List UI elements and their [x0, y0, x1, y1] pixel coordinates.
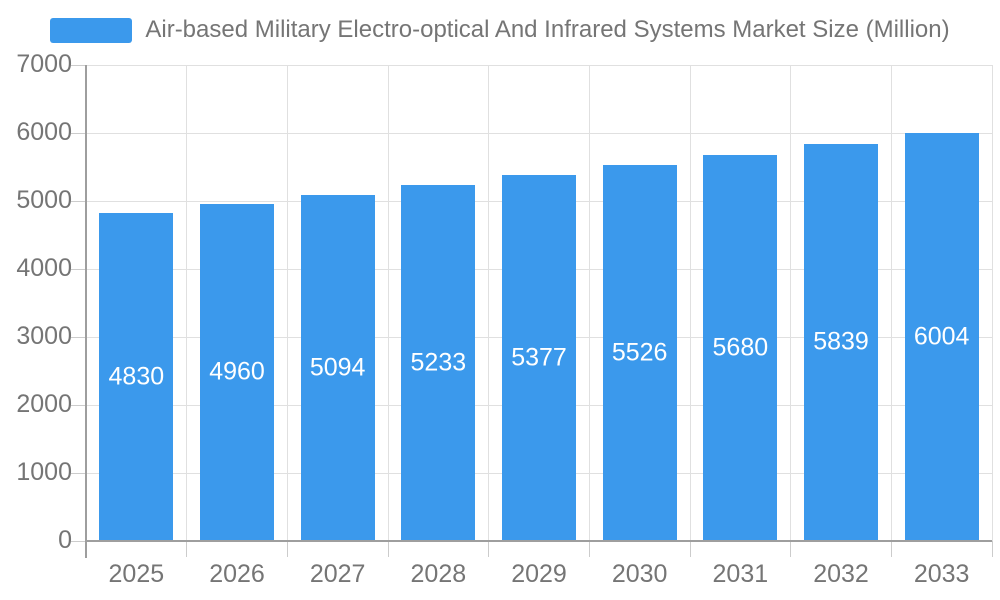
bar[interactable]: 6004 [904, 132, 979, 541]
x-axis-tick [991, 541, 993, 557]
x-axis-tick [186, 541, 188, 557]
gridline-vertical [991, 65, 993, 541]
y-axis-tick [71, 132, 86, 134]
bar[interactable]: 4960 [200, 203, 274, 541]
y-axis-tick [71, 336, 86, 338]
bar[interactable]: 5094 [300, 194, 375, 541]
x-axis-tick [588, 541, 590, 557]
y-axis-label: 2000 [16, 389, 72, 418]
x-axis-tick [286, 541, 288, 557]
y-axis-tick [71, 200, 86, 202]
bar-value-label: 5680 [712, 333, 769, 362]
y-axis-label: 5000 [16, 185, 72, 214]
x-axis-label: 2031 [712, 560, 769, 588]
x-axis-label: 2029 [511, 560, 567, 588]
bar-value-label: 5377 [511, 343, 567, 372]
plot-area: 0 1000 2000 3000 4000 5000 6000 7000 4830 2025 496… [16, 50, 993, 588]
gridline-horizontal [86, 132, 992, 134]
gridline-vertical [488, 65, 490, 541]
bar-value-label: 5094 [309, 353, 366, 382]
x-axis-label: 2027 [309, 560, 366, 588]
bar[interactable]: 5680 [703, 154, 778, 541]
y-axis-label: 7000 [16, 49, 72, 78]
bar-value-label: 6004 [913, 322, 970, 351]
x-axis-line [86, 540, 992, 542]
legend-swatch [50, 17, 133, 43]
bar[interactable]: 5839 [804, 143, 878, 541]
legend-label: Air-based Military Electro-optical And I… [145, 16, 950, 43]
gridline-vertical [588, 65, 590, 541]
legend[interactable]: Air-based Military Electro-optical And I… [0, 16, 1000, 44]
bar-value-label: 5233 [410, 348, 467, 377]
x-axis-label: 2033 [913, 560, 970, 588]
y-axis-tick [71, 404, 86, 406]
bar-value-label: 5839 [813, 327, 869, 356]
y-axis-label: 3000 [16, 321, 72, 350]
y-axis-line [85, 65, 87, 558]
x-axis-tick [790, 541, 792, 557]
gridline-horizontal [86, 64, 992, 66]
gridline-vertical [890, 65, 892, 541]
y-axis-tick [71, 472, 86, 474]
bar-value-label: 5526 [611, 338, 668, 367]
x-axis-tick [689, 541, 691, 557]
y-axis-label: 0 [58, 525, 72, 554]
y-axis-label: 1000 [16, 457, 72, 486]
x-axis-tick [488, 541, 490, 557]
x-axis-label: 2028 [410, 560, 467, 588]
x-axis-tick [387, 541, 389, 557]
y-axis-tick [71, 540, 86, 542]
y-axis-tick [71, 268, 86, 270]
gridline-vertical [286, 65, 288, 541]
gridline-vertical [790, 65, 792, 541]
y-axis-label: 6000 [16, 117, 72, 146]
x-axis-tick [890, 541, 892, 557]
x-axis-label: 2030 [611, 560, 668, 588]
bar[interactable]: 4830 [99, 212, 174, 541]
bar-value-label: 4830 [108, 362, 165, 391]
gridline-vertical [689, 65, 691, 541]
bar[interactable]: 5233 [401, 185, 476, 541]
y-axis-tick [71, 64, 86, 66]
bar[interactable]: 5377 [502, 175, 576, 541]
x-axis-label: 2025 [108, 560, 165, 588]
x-axis-label: 2026 [209, 560, 265, 588]
y-axis-label: 4000 [16, 253, 72, 282]
bar-value-label: 4960 [209, 357, 265, 386]
x-axis-label: 2032 [813, 560, 869, 588]
gridline-vertical [186, 65, 188, 541]
gridline-vertical [387, 65, 389, 541]
bar[interactable]: 5526 [602, 165, 677, 541]
